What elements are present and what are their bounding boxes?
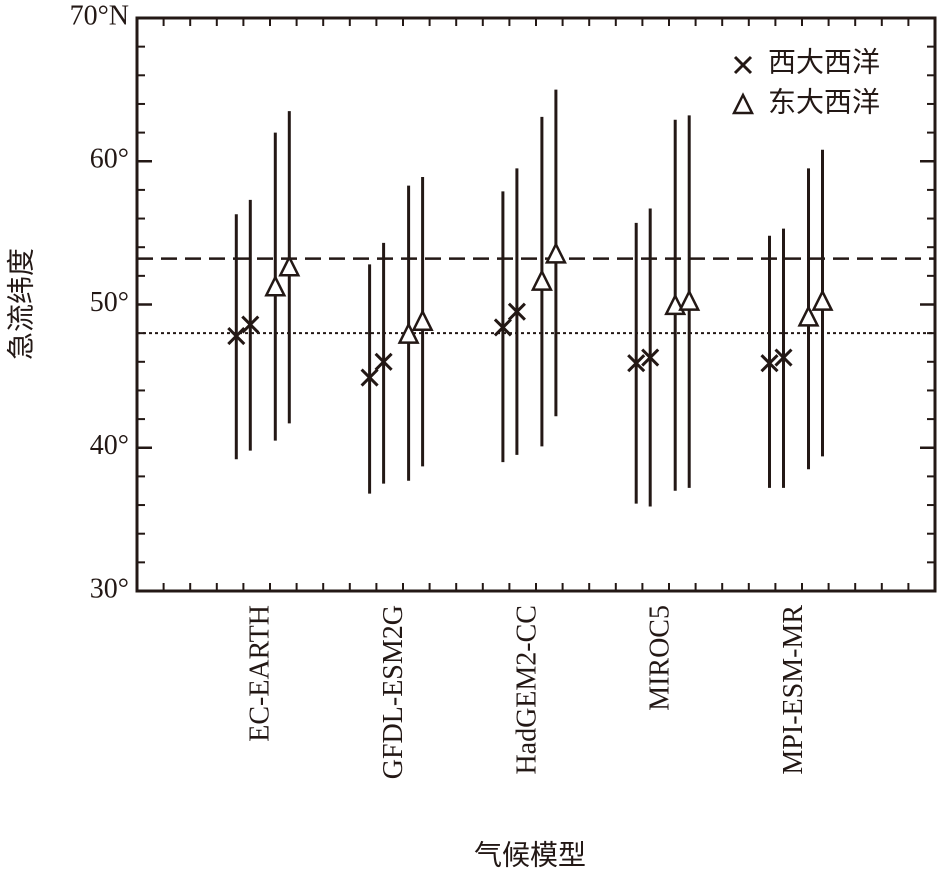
data-point — [507, 302, 526, 321]
y-axis-title: 急流纬度 — [5, 248, 37, 360]
data-point — [774, 348, 793, 367]
data-point — [797, 304, 820, 327]
y-tick-label: 50° — [90, 287, 129, 318]
data-point — [374, 352, 393, 371]
data-point — [627, 354, 646, 373]
data-point — [360, 368, 379, 387]
y-tick-label: 40° — [90, 430, 129, 461]
data-point — [278, 254, 301, 277]
legend-label: 西大西洋 — [768, 46, 880, 78]
x-tick-label: MPI-ESM-MR — [778, 605, 809, 775]
data-point — [641, 348, 660, 367]
x-tick-label: EC-EARTH — [245, 605, 276, 742]
x-tick-label: MIROC5 — [645, 605, 676, 711]
y-tick-label: 70°N — [70, 0, 129, 31]
x-tick-label: HadGEM2-CC — [511, 605, 542, 775]
data-point — [678, 288, 701, 311]
data-point — [411, 308, 434, 331]
data-point — [241, 315, 260, 334]
data-point — [544, 241, 567, 264]
legend-label: 东大西洋 — [768, 86, 880, 118]
data-point — [397, 321, 420, 344]
y-tick-label: 60° — [90, 144, 129, 175]
legend-marker — [733, 55, 753, 75]
data-point — [760, 354, 779, 373]
data-point — [493, 318, 512, 337]
x-tick-label: GFDL-ESM2G — [378, 605, 409, 779]
legend-marker — [731, 92, 755, 115]
x-axis-title: 气候模型 — [474, 839, 586, 871]
data-point — [227, 326, 246, 346]
data-point — [530, 268, 553, 291]
data-point — [811, 288, 834, 311]
data-point — [264, 274, 287, 297]
y-tick-label: 30° — [90, 573, 129, 604]
